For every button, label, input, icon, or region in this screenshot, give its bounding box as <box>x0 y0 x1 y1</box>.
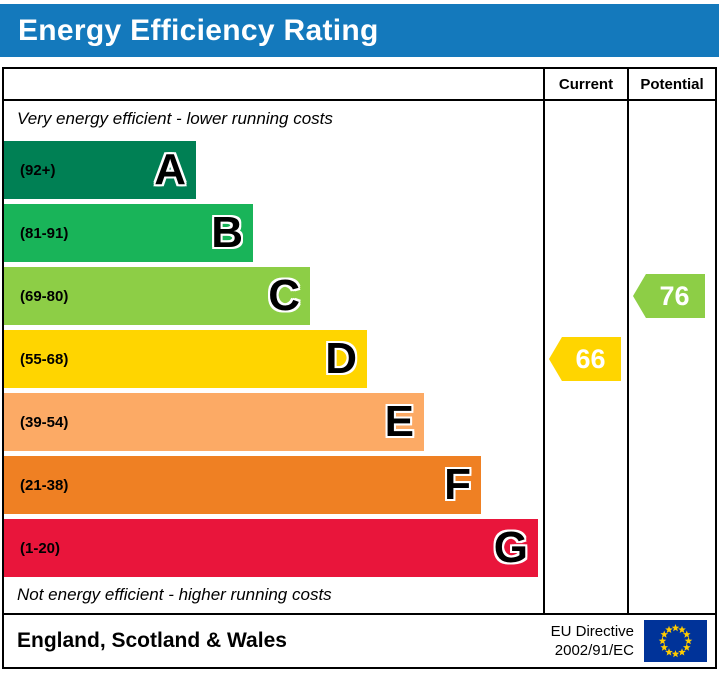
current-column-header: Current <box>543 69 627 101</box>
region-label: England, Scotland & Wales <box>17 629 287 652</box>
band-row-g: (1-20) G <box>4 519 543 577</box>
header-spacer <box>4 69 543 101</box>
current-pointer: 66 <box>549 337 621 381</box>
band-a-letter: A <box>154 145 186 194</box>
page-title: Energy Efficiency Rating <box>18 13 379 47</box>
eu-directive: EU Directive 2002/91/EC <box>551 622 644 661</box>
band-b-letter: B <box>211 208 243 257</box>
bottom-note: Not energy efficient - higher running co… <box>17 585 332 604</box>
band-e: (39-54) E <box>4 393 424 451</box>
band-a-range: (92+) <box>20 161 56 179</box>
band-g: (1-20) G <box>4 519 538 577</box>
band-f: (21-38) F <box>4 456 481 514</box>
band-row-c: (69-80) C <box>4 267 543 325</box>
band-g-range: (1-20) <box>20 539 61 557</box>
band-d-range: (55-68) <box>20 350 69 368</box>
band-row-d: (55-68) D <box>4 330 543 388</box>
potential-column-header: Potential <box>627 69 715 101</box>
band-b: (81-91) B <box>4 204 253 262</box>
band-d-letter: D <box>325 334 357 383</box>
eu-directive-line1: EU Directive <box>550 622 634 640</box>
current-value: 66 <box>575 343 606 374</box>
top-note: Very energy efficient - lower running co… <box>17 109 333 128</box>
band-c: (69-80) C <box>4 267 310 325</box>
band-g-letter: G <box>493 523 528 572</box>
band-b-range: (81-91) <box>20 224 69 242</box>
title-bar: Energy Efficiency Rating <box>0 4 719 57</box>
band-row-f: (21-38) F <box>4 456 543 514</box>
potential-pointer: 76 <box>633 274 705 318</box>
epc-chart: Current Potential Very energy efficient … <box>2 67 717 615</box>
footer: England, Scotland & Wales EU Directive 2… <box>2 615 717 669</box>
eu-flag <box>644 620 707 662</box>
band-c-range: (69-80) <box>20 287 69 305</box>
band-row-b: (81-91) B <box>4 204 543 262</box>
potential-column: 76 <box>627 101 715 613</box>
band-d: (55-68) D <box>4 330 367 388</box>
band-c-letter: C <box>268 271 300 320</box>
current-column: 66 <box>543 101 627 613</box>
band-row-e: (39-54) E <box>4 393 543 451</box>
potential-value: 76 <box>659 280 690 311</box>
band-f-letter: F <box>444 460 471 509</box>
band-e-range: (39-54) <box>20 413 69 431</box>
eu-directive-line2: 2002/91/EC <box>554 642 634 659</box>
bands-column: Very energy efficient - lower running co… <box>4 101 543 613</box>
band-a: (92+) A <box>4 141 196 199</box>
band-f-range: (21-38) <box>20 476 69 494</box>
band-row-a: (92+) A <box>4 141 543 199</box>
band-e-letter: E <box>384 397 414 446</box>
